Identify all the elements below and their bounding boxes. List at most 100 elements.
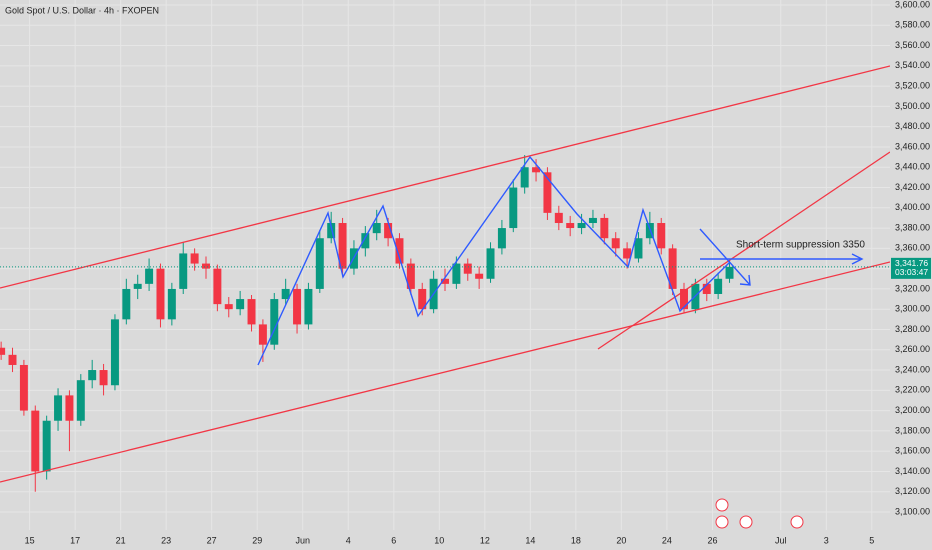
y-tick-label: 3,260.00	[895, 344, 930, 354]
candle-body	[520, 167, 529, 188]
x-tick-label: 27	[207, 535, 217, 545]
candle-body	[509, 187, 518, 229]
y-tick-label: 3,400.00	[895, 202, 930, 212]
y-tick-label: 3,540.00	[895, 60, 930, 70]
candle-body	[361, 233, 370, 249]
event-icon[interactable]	[790, 515, 804, 529]
y-tick-label: 3,140.00	[895, 466, 930, 476]
candle-body	[384, 223, 393, 239]
candle-body	[543, 172, 552, 213]
y-tick-label: 3,440.00	[895, 162, 930, 172]
candle-body	[315, 238, 324, 289]
annotation: Short-term suppression 3350	[736, 240, 865, 251]
candle-body	[680, 288, 688, 310]
y-tick-label: 3,360.00	[895, 243, 930, 253]
candle-body	[247, 299, 256, 325]
candle-body	[270, 299, 279, 345]
candle-body	[281, 288, 290, 300]
y-tick-label: 3,160.00	[895, 446, 930, 456]
candle-body	[657, 223, 666, 249]
candle-body	[554, 212, 563, 224]
candle-body	[475, 273, 484, 279]
y-tick-label: 3,420.00	[895, 182, 930, 192]
channel-upper	[0, 65, 891, 289]
x-tick-label: 10	[434, 535, 444, 545]
candle-body	[668, 248, 677, 289]
candle-body	[190, 253, 199, 264]
candle-body	[702, 283, 711, 294]
x-tick-label: 12	[480, 535, 490, 545]
candle-body	[42, 420, 51, 472]
event-icon[interactable]	[715, 515, 729, 529]
x-tick-label: 14	[525, 535, 535, 545]
candle-body	[167, 288, 176, 320]
candle-body	[725, 266, 734, 279]
countdown: 03:03:47	[895, 267, 928, 277]
candle-body	[236, 299, 245, 310]
x-tick-label: 26	[707, 535, 717, 545]
candle-body	[293, 288, 302, 325]
zigzag	[257, 155, 731, 366]
x-tick-label: Jun	[295, 535, 310, 545]
y-tick-label: 3,460.00	[895, 141, 930, 151]
candle-body	[304, 288, 313, 325]
time-axis	[0, 530, 932, 550]
x-tick-label: 15	[25, 535, 35, 545]
x-tick-label: 24	[662, 535, 672, 545]
x-tick-label: 29	[252, 535, 262, 545]
candle-body	[566, 223, 575, 229]
y-tick-label: 3,220.00	[895, 385, 930, 395]
candle-body	[372, 223, 381, 234]
candle-body	[179, 253, 188, 289]
channel-lower	[0, 261, 891, 483]
candle-body	[714, 278, 723, 294]
x-tick-label: 4	[346, 535, 351, 545]
candle-body	[395, 238, 404, 264]
candle-body	[19, 364, 28, 411]
x-tick-label: 3	[824, 535, 829, 545]
candle-body	[133, 283, 142, 289]
arrow-down	[699, 228, 751, 286]
x-tick-label: 17	[70, 535, 80, 545]
candle-body	[213, 268, 222, 305]
y-tick-label: 3,380.00	[895, 222, 930, 232]
y-tick-label: 3,240.00	[895, 364, 930, 374]
y-tick-label: 3,480.00	[895, 121, 930, 131]
y-tick-label: 3,520.00	[895, 80, 930, 90]
candle-body	[406, 263, 415, 289]
candle-body	[577, 223, 586, 229]
candle-body	[99, 370, 108, 386]
candle-body	[463, 263, 472, 274]
last-price-label: 3,341.76	[895, 258, 928, 268]
chart-title: Gold Spot / U.S. Dollar · 4h · FXOPEN	[5, 5, 159, 15]
y-tick-label: 3,180.00	[895, 425, 930, 435]
event-icon[interactable]	[715, 498, 729, 512]
candle-body	[338, 223, 347, 269]
candle-body	[327, 223, 336, 239]
candle-body	[486, 248, 495, 279]
trend-line	[597, 151, 891, 350]
y-tick-label: 3,300.00	[895, 304, 930, 314]
y-tick-label: 3,100.00	[895, 506, 930, 516]
event-icons	[715, 498, 804, 529]
candle-body	[122, 288, 131, 320]
y-tick-label: 3,560.00	[895, 40, 930, 50]
candle-body	[54, 395, 63, 421]
x-tick-label: Jul	[775, 535, 787, 545]
x-tick-label: 23	[161, 535, 171, 545]
candle-body	[623, 248, 632, 259]
candle-body	[145, 268, 154, 284]
candle-body	[418, 288, 427, 310]
x-tick-label: 5	[869, 535, 874, 545]
candle-body	[8, 354, 17, 365]
x-tick-label: 20	[616, 535, 626, 545]
y-tick-label: 3,280.00	[895, 324, 930, 334]
candle-body	[588, 217, 597, 224]
event-icon[interactable]	[739, 515, 753, 529]
candle-body	[258, 324, 267, 345]
y-tick-label: 3,580.00	[895, 20, 930, 30]
x-tick-label: 6	[391, 535, 396, 545]
candle-body	[497, 228, 506, 249]
